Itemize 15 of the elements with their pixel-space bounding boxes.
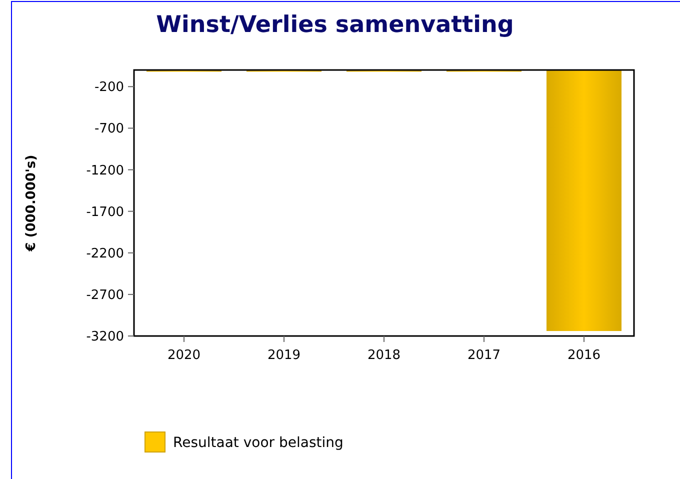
chart-title: Winst/Verlies samenvatting [156, 12, 514, 38]
x-tick-label: 2019 [267, 348, 301, 363]
x-tick-label: 2016 [567, 348, 601, 363]
y-tick-label: -2200 [86, 246, 124, 262]
x-tick-label: 2018 [367, 348, 401, 363]
x-tick-label: 2020 [167, 348, 201, 363]
y-tick-label: -700 [94, 122, 124, 137]
x-tick-label: 2017 [467, 348, 501, 363]
y-tick-label: -3200 [86, 330, 124, 345]
y-tick-label: -200 [94, 80, 124, 96]
legend-label: Resultaat voor belasting [173, 434, 344, 451]
y-tick-label: -2700 [86, 288, 124, 303]
y-tick-label: -1700 [86, 204, 124, 220]
y-axis-title: € (000.000's) [24, 154, 39, 252]
y-tick-label: -1200 [86, 163, 124, 178]
